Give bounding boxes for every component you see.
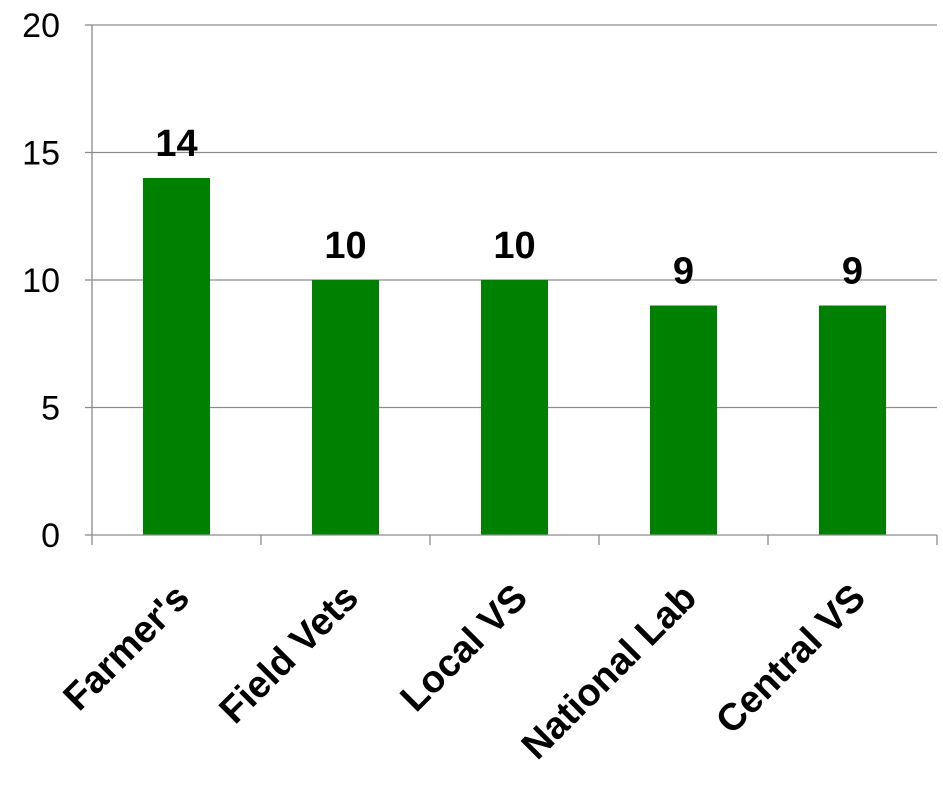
- bar-1: [312, 280, 379, 535]
- bar-2: [481, 280, 548, 535]
- x-tick-label: Farmer's: [56, 577, 198, 719]
- y-tick-label: 5: [41, 390, 60, 428]
- bars: [143, 178, 886, 535]
- bar-4: [819, 305, 886, 535]
- data-label: 10: [493, 225, 535, 267]
- x-tick-label: Central VS: [708, 577, 874, 743]
- x-tick-label: National Lab: [514, 577, 705, 768]
- data-label: 9: [842, 251, 863, 293]
- bar-0: [143, 178, 210, 535]
- y-tick-label: 10: [22, 262, 60, 300]
- x-tick-label: Local VS: [393, 577, 536, 720]
- y-tick-label: 0: [41, 517, 60, 555]
- y-tick-labels: 0 5 10 15 20: [22, 7, 92, 555]
- data-label: 9: [673, 251, 694, 293]
- data-label: 10: [324, 225, 366, 267]
- y-tick-label: 20: [22, 7, 60, 45]
- bar-3: [650, 305, 717, 535]
- data-label: 14: [155, 123, 197, 165]
- y-tick-label: 15: [22, 135, 60, 173]
- data-labels: 14 10 10 9 9: [155, 123, 863, 293]
- x-tick-label: Field Vets: [212, 577, 367, 732]
